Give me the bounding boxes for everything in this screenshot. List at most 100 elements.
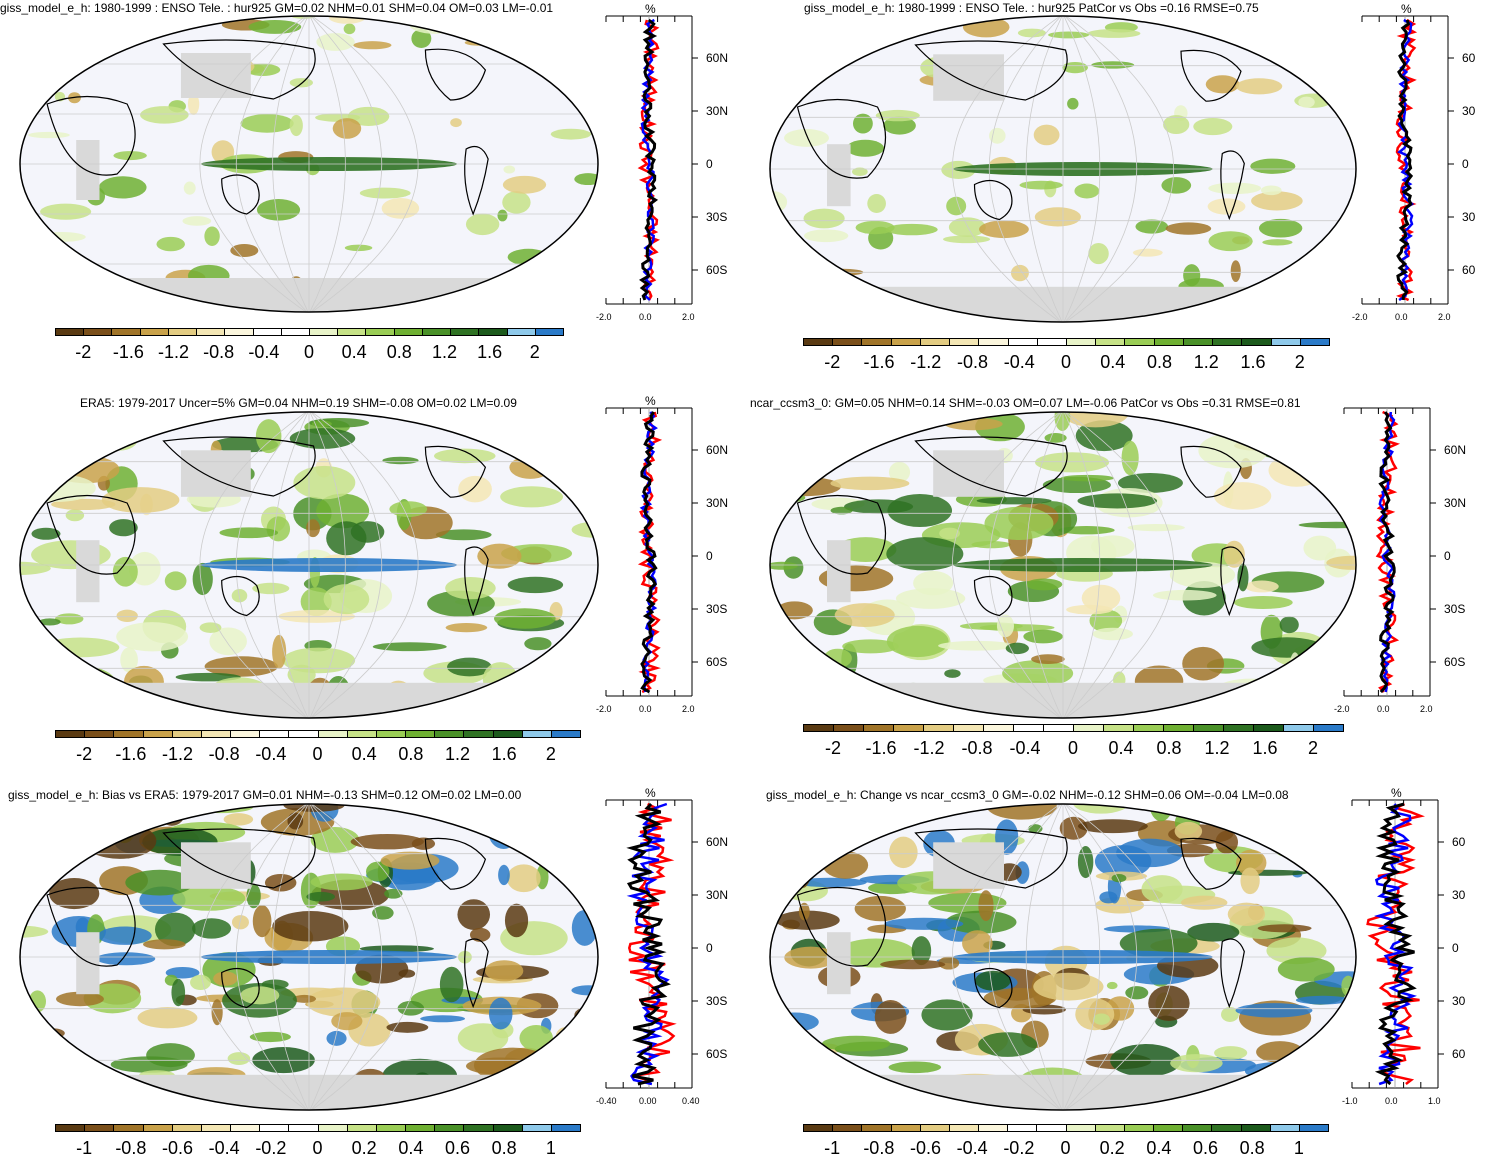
latitude-tick-label: 30N [706,496,728,510]
colorbar-label: -1.6 [865,738,897,758]
colorbar-label: -0.8 [863,1138,895,1158]
colorbar: -2 -1.6 -1.2 -0.8 -0.4 0 0.4 0.8 1.2 1.6 2 [803,724,1344,764]
zonal-x-tick-label: 2.0 [682,704,695,714]
colorbar-label: -2 [824,738,842,758]
colorbar-label: -0.4 [1009,738,1041,758]
zonal-mean-line [1366,802,1425,1085]
colorbar-swatch [521,1124,552,1132]
latitude-tick-label: 0 [706,157,713,171]
zonal-mean-line [640,411,658,694]
colorbar-swatch [1223,724,1254,732]
colorbar-label: 0 [312,1138,323,1158]
colorbar-swatch [111,328,141,336]
colorbar-swatch [1066,338,1097,346]
colorbar-label: 0.6 [444,1138,471,1158]
colorbar-swatch [171,730,202,738]
colorbar-label: -1.2 [161,744,194,764]
latitude-tick-label: 30 [1452,994,1466,1008]
colorbar-label: 0.4 [351,744,377,764]
colorbar-swatch [1013,724,1044,732]
colorbar-label: 1.2 [431,342,457,362]
colorbar-label: 1.2 [1193,352,1219,372]
colorbar-label: 0.4 [341,342,367,362]
panel-title: giss_model_e_h: Bias vs ERA5: 1979-2017 … [8,788,522,802]
zonal-x-tick-label: 2.0 [1438,312,1451,322]
colorbar-label: -0.2 [1003,1138,1035,1158]
global-map [19,803,599,1111]
colorbar-label: -0.8 [956,352,988,372]
colorbar-label: 0 [312,744,323,764]
colorbar-swatch [317,730,348,738]
colorbar-label: -0.8 [203,342,235,362]
colorbar-label: 0 [303,342,315,362]
zonal-x-tick-label: -1.0 [1342,1096,1358,1106]
colorbar-swatch [1270,338,1301,346]
latitude-tick-label: 30N [1444,496,1466,510]
colorbar-swatch [434,1124,465,1132]
colorbar-swatch [1212,338,1243,346]
colorbar-swatch [405,730,436,738]
latitude-tick-label: 0 [706,549,713,563]
zonal-x-tick-label: -2.0 [1352,312,1368,322]
zonal-unit-label: % [645,4,656,16]
colorbar-swatch [365,328,395,336]
colorbar-swatch [83,328,113,336]
colorbar-swatch [1163,724,1194,732]
colorbar-swatch [492,1124,523,1132]
zonal-mean-plot: % 60N 30N 0 30S 60S -2.0 0.0 2.0 [596,396,728,714]
colorbar-label: -2 [824,352,841,372]
colorbar-label: 0.6 [1192,1138,1219,1158]
colorbar-label: 0.4 [1100,352,1126,372]
colorbar-swatch [280,328,310,336]
zonal-x-tick-label: 2.0 [682,312,695,322]
zonal-mean-line [626,802,671,1086]
colorbar-label: 0.8 [1239,1138,1265,1158]
latitude-tick-label: 0 [1444,549,1451,563]
colorbar-swatch [1124,338,1155,346]
colorbar-label: 2 [1307,738,1319,758]
colorbar-label: 0.8 [1146,352,1173,372]
zonal-x-tick-label: 0.0 [639,312,652,322]
colorbar-swatch [196,328,226,336]
colorbar-swatch [1182,338,1214,346]
colorbar-swatch [550,1124,581,1132]
latitude-tick-label: 60 [1462,263,1476,277]
colorbar-swatch [346,1124,377,1132]
zonal-x-tick-label: 2.0 [1420,704,1433,714]
latitude-tick-label: 60S [706,263,727,277]
colorbar-label: -2 [76,744,93,764]
zonal-mean-plot: % 60N 30N 0 30S 60S -0.40 0.00 0.40 [596,788,728,1106]
colorbar-label: -0.4 [1003,352,1035,372]
colorbar: -2 -1.6 -1.2 -0.8 -0.4 0 0.4 0.8 1.2 1.6 2 [55,328,564,368]
colorbar-swatch [1153,338,1184,346]
zonal-unit-label: % [645,396,656,408]
latitude-tick-label: 30 [1452,888,1466,902]
colorbar-label: 0.8 [398,744,424,764]
latitude-tick-label: 0 [706,941,713,955]
zonal-x-tick-label: 0.0 [1395,312,1408,322]
colorbar-swatch [1065,1124,1096,1132]
colorbar-swatch [832,1124,863,1132]
global-map [769,15,1357,323]
zonal-x-tick-label: 0.40 [682,1096,700,1106]
colorbar-label: 1.2 [1204,738,1230,758]
colorbar-swatch [1241,338,1272,346]
latitude-tick-label: 60N [1444,443,1466,457]
global-map [769,803,1357,1111]
colorbar-swatch [375,1124,406,1132]
zonal-x-tick-label: -0.40 [596,1096,617,1106]
colorbar-label: -1 [76,1138,93,1158]
colorbar-swatch [893,724,924,732]
zonal-mean-plot: % 60N 30N 0 30S 60S -2.0 0.0 2.0 [596,4,728,322]
colorbar-label: 0.4 [1146,1138,1172,1158]
colorbar-swatch [1313,724,1344,732]
zonal-mean-line [1378,411,1396,694]
zonal-mean-line [626,802,670,1086]
colorbar-label: 1 [545,1138,556,1158]
latitude-tick-label: 30N [706,888,728,902]
zonal-unit-label: % [1391,788,1402,800]
latitude-tick-label: 30S [1444,602,1465,616]
colorbar-label: -0.6 [161,1138,194,1158]
colorbar-label: 0.8 [491,1138,517,1158]
colorbar-label: -0.8 [208,744,240,764]
